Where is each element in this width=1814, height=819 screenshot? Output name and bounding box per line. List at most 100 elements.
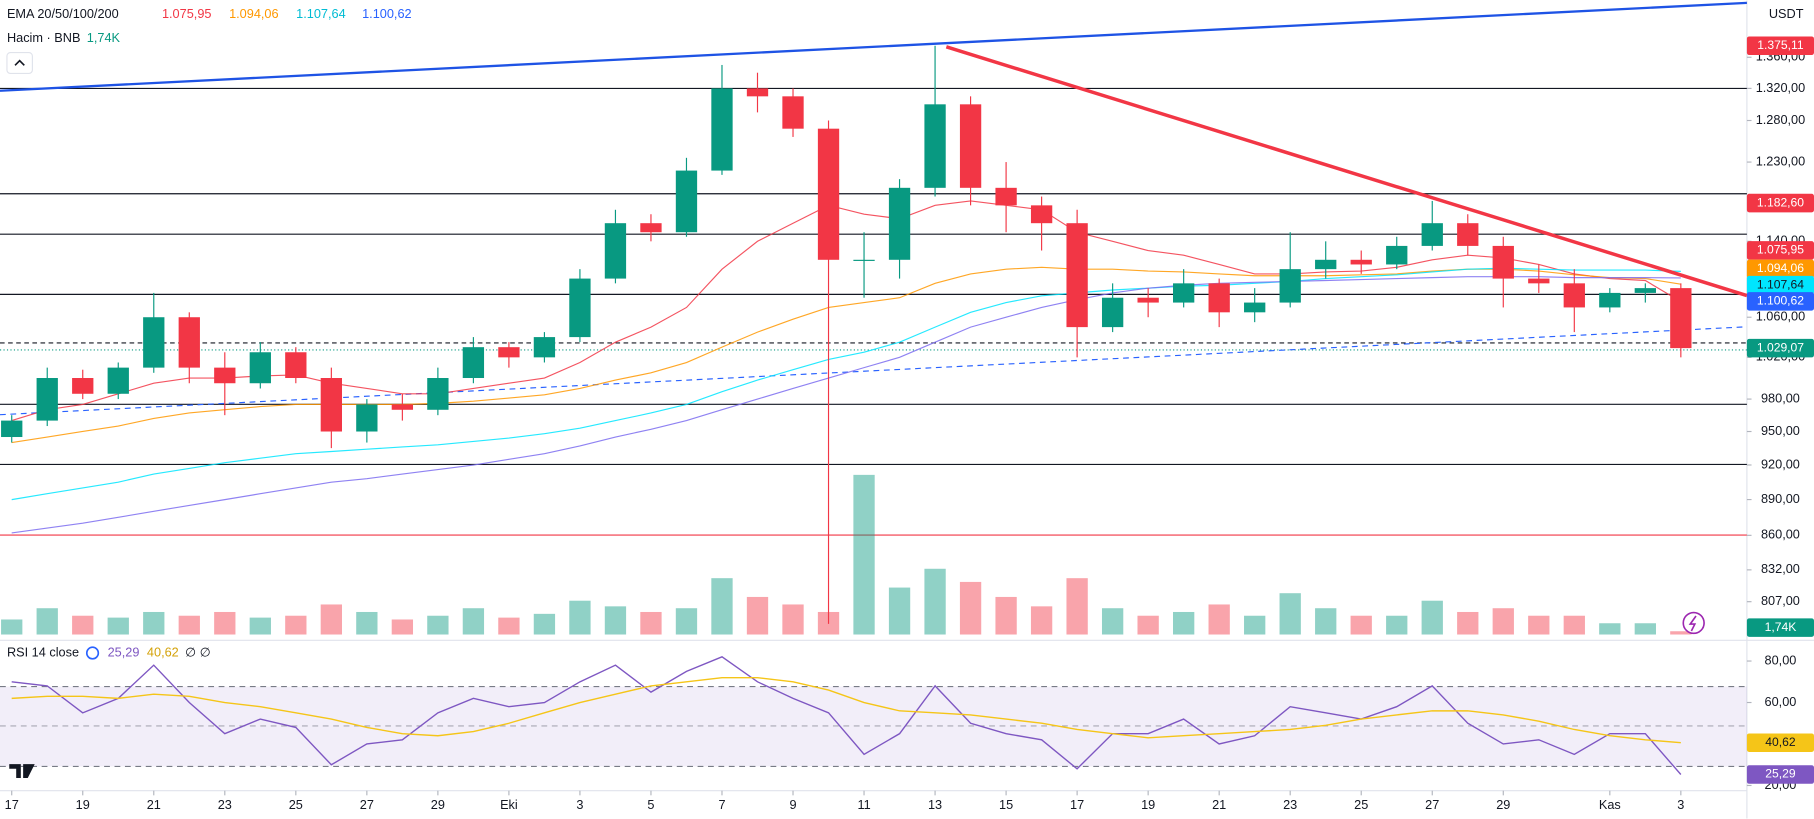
ema-value: 1.075,95 <box>162 6 212 21</box>
y-tick-label: 1.230,00 <box>1756 153 1806 168</box>
rsi-line <box>11 676 1681 744</box>
marks <box>1 45 1692 775</box>
rsi-extra: ∅ ∅ <box>185 644 211 659</box>
candle-body <box>1208 283 1230 313</box>
candle-body <box>1492 245 1514 279</box>
volume-bar <box>533 613 556 635</box>
level-tag-label: 1.182,60 <box>1757 195 1804 209</box>
y-tick-label: 920,00 <box>1761 456 1800 471</box>
x-tick-label: 23 <box>1283 797 1297 812</box>
y-tick-label: 1.320,00 <box>1756 80 1806 95</box>
price-tag-label: 1.029,07 <box>1757 340 1804 354</box>
candle-body <box>1315 259 1337 270</box>
volume-bar <box>995 596 1017 635</box>
loading-icon <box>85 646 100 660</box>
volume-bar <box>782 604 804 635</box>
volume-bar <box>107 617 129 635</box>
ema-tag <box>1746 241 1814 260</box>
ema-line <box>11 276 1681 534</box>
candle-body <box>924 104 946 188</box>
volume-bar <box>569 600 591 635</box>
volume-tag-label: 1,74K <box>1765 620 1797 634</box>
candle-body <box>853 259 875 261</box>
volume-bar <box>391 619 414 635</box>
rsi-tag-label: 40,62 <box>1765 735 1796 749</box>
y-tick-label: 950,00 <box>1761 423 1800 438</box>
candle-body <box>1670 288 1692 349</box>
candle-body <box>36 378 58 421</box>
candle-body <box>1101 297 1124 328</box>
x-tick-label: 11 <box>857 797 870 812</box>
volume-bar <box>746 596 769 635</box>
volume-bar <box>711 578 733 635</box>
rsi-line <box>11 656 1682 775</box>
volume-bar <box>924 568 946 635</box>
volume-bar <box>853 474 875 635</box>
volume-bar <box>356 611 378 635</box>
candle-body <box>285 352 307 379</box>
ema-tag-label: 1.107,64 <box>1757 277 1804 291</box>
ema-value: 1.100,62 <box>362 6 412 21</box>
x-tick-label: 9 <box>789 797 796 812</box>
volume-bar <box>1137 615 1159 635</box>
x-tick-label: 25 <box>289 797 303 812</box>
candle-body <box>1 420 23 438</box>
currency[interactable]: USDT <box>1769 6 1804 21</box>
ema-label: EMA 20/50/100/200 <box>7 6 119 21</box>
candle-body <box>214 367 236 384</box>
volume-value: 1,74K <box>87 30 121 45</box>
volume-bar <box>462 608 485 635</box>
volume-bar <box>1315 608 1337 635</box>
volume-bar <box>1101 608 1124 635</box>
candle-body <box>746 88 769 97</box>
x-tick-label: 17 <box>5 797 19 812</box>
ema-tag-label: 1.100,62 <box>1757 294 1804 308</box>
volume-bar <box>72 615 94 635</box>
candle-body <box>391 404 414 410</box>
volume-bar <box>36 608 58 635</box>
volume-bar <box>1066 578 1088 635</box>
x-tick-label: 15 <box>999 797 1013 812</box>
collapse-button[interactable] <box>6 52 33 75</box>
x-tick-label: 25 <box>1354 797 1368 812</box>
candle-body <box>995 187 1017 206</box>
volume-bar <box>143 611 165 635</box>
rsi-y-tick-label: 80,00 <box>1765 652 1797 667</box>
candle-body <box>249 352 271 384</box>
ema-tag <box>1746 292 1814 311</box>
volume-bar <box>1173 611 1195 635</box>
candle-body <box>1173 283 1195 303</box>
volume-bar <box>959 581 982 635</box>
chevron-icon <box>14 59 25 66</box>
rsi-tag <box>1746 765 1814 784</box>
alert-button[interactable] <box>1682 611 1705 635</box>
candle-body <box>1137 297 1159 303</box>
candle-body <box>711 88 733 171</box>
candle-body <box>320 378 342 432</box>
rsi-tag-label: 25,29 <box>1765 767 1796 781</box>
y-tick-label: 807,00 <box>1761 593 1800 608</box>
x-tick-label: 19 <box>76 797 90 812</box>
candle-body <box>1634 288 1656 293</box>
x-tick-label: Kas <box>1599 797 1621 812</box>
rsi-value: 40,62 <box>147 644 179 659</box>
volume-tag <box>1746 618 1814 637</box>
ema-tag <box>1746 259 1814 279</box>
volume-bar <box>249 617 271 635</box>
volume-bar <box>1 619 23 635</box>
x-tick-label: 29 <box>431 797 445 812</box>
candle-body <box>569 278 591 338</box>
y-tick-label: 832,00 <box>1761 561 1800 576</box>
trend-line <box>945 45 1748 298</box>
rsi-tag <box>1746 733 1814 752</box>
rsi-y-tick-label: 60,00 <box>1765 694 1797 709</box>
labels: EMA 20/50/100/200 1.075,95 1.094,06 1.10… <box>6 6 1804 778</box>
candle-body <box>1030 205 1053 224</box>
volume-bar <box>1563 615 1585 635</box>
x-tick-label: 21 <box>1212 797 1226 812</box>
candle-body <box>498 347 520 358</box>
candle-body <box>1563 283 1585 308</box>
